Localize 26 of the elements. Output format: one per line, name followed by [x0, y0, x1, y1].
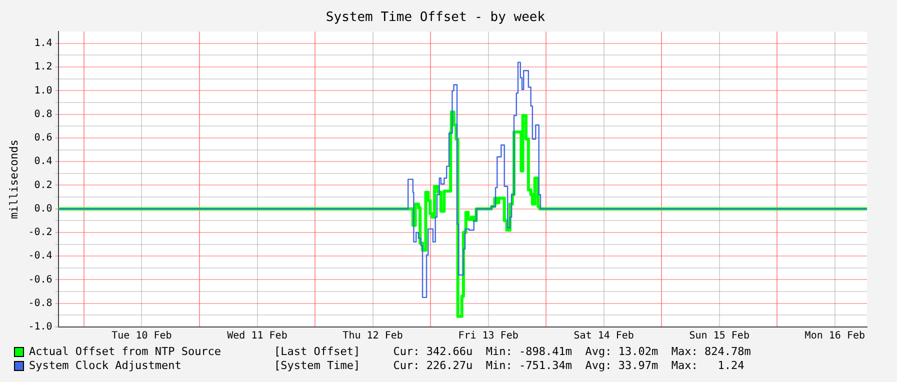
y-tick-label: -1.0: [28, 322, 52, 333]
x-tick-label: Fri 13 Feb: [458, 330, 518, 342]
text: [Last Offset] Cur: 342.66u Min: -898.41m Avg: 13.02m Max: 824.78m: [274, 345, 751, 359]
x-tick-label: Sat 14 Feb: [574, 330, 634, 342]
y-tick-label: 1.0: [34, 85, 52, 96]
y-tick-label: 1.4: [34, 38, 52, 50]
y-tick-label: 1.2: [34, 62, 52, 73]
x-tick-label: Sun 15 Feb: [689, 330, 750, 342]
text: [System Time] Cur: 226.27u Min: -751.34m Avg: 33.97m Max: 1.24: [274, 359, 744, 373]
y-tick-label: 0.0: [34, 203, 52, 214]
chart-title: System Time Offset - by week: [326, 10, 546, 26]
y-tick-label: -0.8: [28, 298, 52, 309]
x-tick-label: Tue 10 Feb: [112, 330, 172, 342]
y-tick-label: 0.4: [34, 156, 52, 168]
y-tick-label: -0.4: [28, 250, 52, 262]
y-tick-label: -0.6: [28, 274, 52, 286]
y-tick-label: 0.8: [34, 108, 52, 120]
y-tick-label: 0.6: [34, 132, 52, 144]
legend-label: System Clock Adjustment: [29, 359, 182, 373]
x-tick-label: Thu 12 Feb: [342, 330, 403, 342]
y-tick-label: -0.2: [28, 227, 52, 238]
x-tick-label: Mon 16 Feb: [804, 330, 866, 342]
x-tick-label: Wed 11 Feb: [227, 330, 288, 342]
legend-label: Actual Offset from NTP Source: [29, 345, 222, 359]
y-tick-label: 0.2: [34, 180, 52, 191]
y-axis-title: milliseconds: [7, 140, 20, 220]
